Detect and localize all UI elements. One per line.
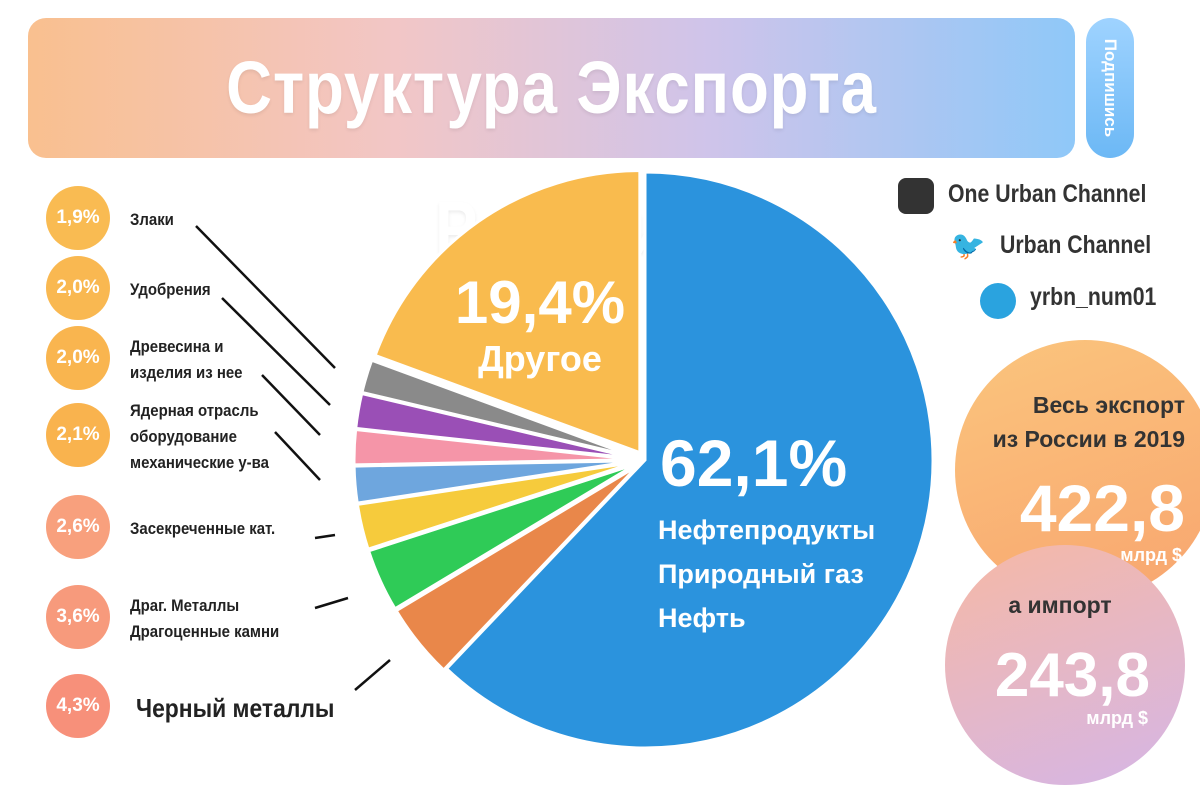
pie-slice: [366, 462, 638, 611]
title: Структура Экспорта России: [226, 46, 877, 269]
category-label: Засекреченные кат.: [130, 519, 276, 538]
subscribe-button[interactable]: [1086, 18, 1134, 158]
percent-badge: 2,0%: [46, 326, 110, 390]
social-label: yrbn_num01: [1030, 283, 1157, 311]
social-label: One Urban Channel: [948, 180, 1147, 208]
export-value: 422,8: [1019, 471, 1185, 545]
category-label: Драг. Металлы Драгоценные камни: [130, 596, 280, 641]
slice-value-label: 62,1%: [660, 426, 848, 500]
zen-icon: [898, 178, 934, 214]
percent-badge: 2,0%: [46, 256, 110, 320]
pie-slice: [352, 427, 637, 467]
percent-badge: 2,1%: [46, 403, 110, 467]
import-circle: [945, 545, 1185, 785]
percent-badge: 4,3%: [46, 674, 110, 738]
pie-slice: [354, 391, 637, 460]
slice-value-label: 19,4%: [454, 269, 626, 336]
category-label: Древесина и изделия из нее: [130, 337, 243, 382]
import-label: а импорт: [1008, 592, 1112, 618]
import-value: 243,8: [994, 641, 1150, 710]
category-label: Черный металлы: [136, 693, 335, 723]
twitter-icon: 🐦: [950, 228, 986, 264]
import-unit: млрд $: [1086, 708, 1148, 728]
percent-badge: 3,6%: [46, 585, 110, 649]
pie-slice: [355, 460, 637, 552]
slice-label: Нефтепродукты Природный газ Нефть: [658, 515, 876, 633]
subscribe-label[interactable]: Подпишись: [1101, 38, 1120, 138]
infographic: Структура Экспорта России Подпишись One …: [28, 18, 1200, 785]
category-label: Ядерная отрасль оборудование механически…: [130, 401, 269, 472]
title-banner: [28, 18, 1075, 158]
percent-badge: 1,9%: [46, 186, 110, 250]
pie-slice: [394, 464, 640, 673]
percent-badge: 2,6%: [46, 495, 110, 559]
telegram-icon: [980, 283, 1016, 319]
category-label: Удобрения: [130, 280, 211, 299]
export-label: Весь экспорт из России в 2019: [992, 392, 1185, 452]
export-unit: млрд $: [1120, 545, 1182, 565]
slice-label: Другое: [478, 338, 602, 379]
social-label: Urban Channel: [1000, 231, 1152, 259]
category-label: Злаки: [130, 210, 174, 229]
pie-slice: [352, 459, 637, 505]
